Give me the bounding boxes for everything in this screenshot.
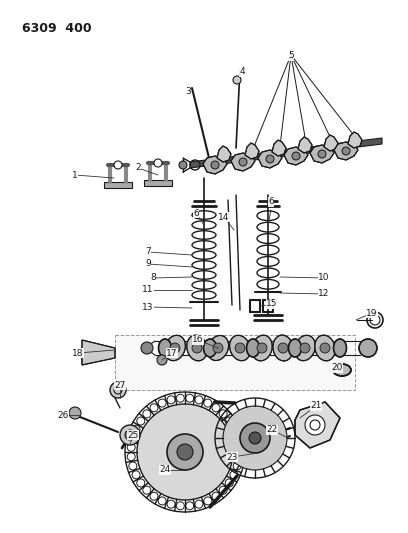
Text: 14: 14 [218,213,230,222]
Circle shape [320,343,330,353]
Circle shape [342,147,350,155]
Circle shape [305,415,325,435]
Circle shape [223,406,287,470]
Circle shape [359,339,377,357]
Ellipse shape [295,335,315,361]
Circle shape [137,404,233,500]
Circle shape [192,343,202,353]
Ellipse shape [273,335,293,361]
Text: 4: 4 [239,68,245,77]
Polygon shape [284,147,308,165]
Circle shape [249,432,261,444]
Text: 13: 13 [142,303,154,311]
Polygon shape [324,135,338,151]
Polygon shape [348,132,362,148]
Circle shape [292,152,300,160]
Text: 26: 26 [57,410,69,419]
Circle shape [170,343,180,353]
Polygon shape [104,182,132,188]
Ellipse shape [252,335,272,361]
Circle shape [120,425,140,445]
Polygon shape [334,142,358,160]
Text: 20: 20 [331,364,343,373]
Text: 8: 8 [150,273,156,282]
Polygon shape [258,150,282,168]
Text: 25: 25 [127,431,139,440]
Circle shape [240,423,270,453]
Circle shape [278,343,288,353]
Ellipse shape [246,339,259,357]
Circle shape [157,355,167,365]
Circle shape [318,150,326,158]
Circle shape [235,343,245,353]
Text: 3: 3 [185,87,191,96]
Text: 6: 6 [268,198,274,206]
Circle shape [239,158,247,166]
Circle shape [154,159,162,167]
Polygon shape [245,143,259,159]
Text: 15: 15 [266,300,278,309]
Ellipse shape [333,339,346,357]
Ellipse shape [164,335,185,361]
Polygon shape [231,153,255,171]
Text: 17: 17 [166,349,178,358]
Circle shape [213,343,223,353]
Polygon shape [272,140,286,156]
Text: 9: 9 [145,260,151,269]
Text: 1: 1 [72,171,78,180]
Circle shape [300,343,310,353]
Ellipse shape [158,339,171,357]
Ellipse shape [204,339,217,357]
Ellipse shape [207,335,228,360]
Circle shape [125,430,135,440]
Ellipse shape [315,335,335,361]
Text: 7: 7 [145,247,151,256]
Polygon shape [295,402,340,448]
Ellipse shape [230,335,251,361]
Polygon shape [144,180,172,186]
Polygon shape [217,146,231,162]
Text: 12: 12 [318,289,330,298]
Circle shape [266,155,274,163]
Circle shape [257,343,267,353]
Text: 18: 18 [72,349,84,358]
Text: 23: 23 [226,453,238,462]
Polygon shape [203,156,227,174]
Polygon shape [190,138,382,168]
FancyBboxPatch shape [115,335,355,390]
Text: 22: 22 [266,425,277,434]
Ellipse shape [187,335,207,361]
Text: 11: 11 [142,286,154,295]
Circle shape [167,434,203,470]
Text: 2: 2 [135,164,141,173]
Circle shape [141,342,153,354]
Text: 16: 16 [192,335,204,344]
Polygon shape [82,340,115,365]
Text: 6: 6 [193,208,199,217]
Circle shape [233,76,241,84]
Polygon shape [310,145,334,163]
Text: 5: 5 [288,52,294,61]
Text: 10: 10 [318,273,330,282]
Circle shape [114,161,122,169]
Ellipse shape [288,339,302,357]
Circle shape [110,382,126,398]
Polygon shape [298,137,312,153]
Text: 21: 21 [310,401,322,410]
Text: 27: 27 [114,381,126,390]
Circle shape [211,161,219,169]
Circle shape [69,407,81,419]
Text: 6309  400: 6309 400 [22,22,92,35]
Circle shape [179,161,187,169]
Text: 24: 24 [160,465,171,474]
Circle shape [177,444,193,460]
Ellipse shape [333,364,351,376]
Text: 19: 19 [366,309,378,318]
